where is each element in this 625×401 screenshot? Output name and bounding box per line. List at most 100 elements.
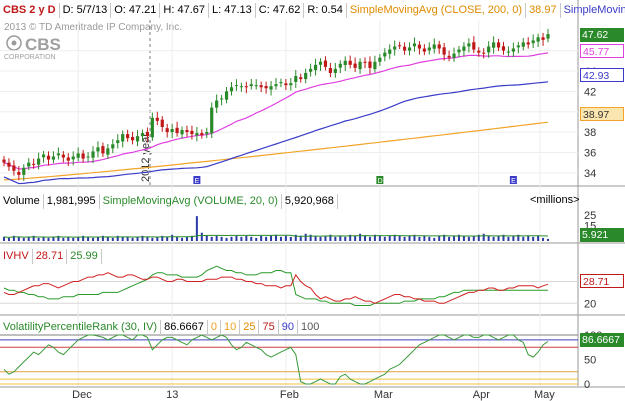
vpr-level-75: 75: [259, 319, 279, 335]
volume-bar: [517, 234, 520, 241]
candle: [393, 40, 397, 56]
volume-bar: [111, 237, 114, 241]
candle: [135, 130, 140, 147]
volume-bar: [492, 236, 495, 241]
vpr-value: 86.6667: [161, 319, 208, 335]
candle: [254, 79, 258, 90]
volume-bar: [284, 235, 287, 241]
candle-body: [511, 48, 515, 52]
volume-bar: [314, 235, 317, 241]
low-readout: L: 47.13: [209, 2, 256, 18]
volume-bar: [106, 236, 109, 241]
volume-bar: [7, 237, 10, 241]
high-readout: H: 47.67: [160, 2, 210, 18]
sma200-value: 38.97: [526, 2, 561, 18]
volume-label[interactable]: Volume: [0, 193, 44, 209]
vpr-tick-0: 0: [584, 379, 590, 391]
price-candles[interactable]: [2, 28, 550, 181]
candle: [215, 94, 219, 114]
volume-bar: [482, 233, 485, 241]
volume-bar: [171, 234, 174, 241]
volume-bar: [17, 236, 20, 241]
x-tick-Dec: Dec: [72, 389, 92, 401]
volume-bar: [329, 234, 332, 241]
volume-bar: [176, 236, 179, 241]
volume-bar: [304, 233, 307, 241]
sma200-label[interactable]: SimpleMovingAvg (CLOSE, 200, 0): [347, 2, 527, 18]
sma-fast-line: [3, 52, 549, 170]
candle: [126, 129, 130, 142]
candle: [140, 129, 145, 142]
volume-bar: [443, 234, 446, 241]
volume-bar: [77, 236, 80, 241]
candle: [185, 125, 189, 137]
price-sma-lines: [3, 52, 549, 185]
sma-mid-tag: 42.93: [580, 68, 624, 82]
x-tick-Apr: Apr: [473, 389, 490, 401]
candle-body: [66, 157, 70, 161]
candle-body: [343, 60, 347, 66]
volume-bar: [22, 237, 25, 241]
candle-body: [46, 155, 51, 160]
date-readout: D: 5/7/13: [60, 2, 112, 18]
volume-bar: [373, 234, 376, 241]
volume-bar: [413, 234, 416, 241]
volume-bar: [255, 237, 258, 241]
candle-body: [422, 48, 426, 52]
candle-body: [111, 144, 115, 149]
candle-body: [313, 64, 318, 71]
x-tick-13: 13: [166, 389, 178, 401]
symbol-label[interactable]: CBS 2 y D: [0, 2, 60, 18]
volume-bar: [210, 236, 213, 241]
candle-body: [32, 163, 36, 165]
candle-body: [393, 46, 397, 50]
volume-bar: [408, 235, 411, 241]
volume-bar: [433, 237, 436, 241]
vpr-label[interactable]: VolatilityPercentileRank (30, IV): [0, 319, 162, 335]
volume-bar: [547, 238, 549, 241]
volume-units: <millions>: [530, 194, 580, 206]
candle: [116, 134, 120, 149]
candle-body: [56, 153, 60, 156]
volume-bar: [235, 235, 238, 241]
volume-sma-label[interactable]: SimpleMovingAvg (VOLUME, 20, 0): [100, 193, 282, 209]
volume-bar: [141, 235, 144, 241]
volume-bar: [67, 236, 70, 241]
candle: [210, 102, 214, 139]
candle-body: [417, 44, 422, 49]
candle: [200, 129, 204, 139]
candle-body: [155, 117, 159, 121]
candle: [299, 73, 303, 83]
sma-overflow-label[interactable]: SimpleMovin...: [563, 3, 625, 16]
volume-bar: [3, 236, 5, 241]
candle: [12, 160, 16, 176]
candle: [496, 38, 501, 52]
candle: [234, 79, 239, 91]
volume-bar: [195, 216, 198, 241]
volume-bar: [359, 233, 362, 241]
candle: [363, 57, 367, 69]
candle-body: [304, 72, 308, 80]
candle-body: [71, 156, 75, 160]
candle: [7, 158, 11, 171]
vpr-level-10: 10: [221, 319, 241, 335]
candle: [309, 63, 313, 77]
candle: [165, 123, 169, 138]
candle: [487, 41, 491, 58]
candle: [71, 151, 75, 166]
volume-bar: [230, 236, 233, 241]
volume-bar: [507, 236, 510, 241]
volume-bar: [487, 235, 490, 241]
candle: [492, 36, 496, 54]
candle: [546, 28, 550, 43]
copyright-text: 2013 © TD Ameritrade IP Company, Inc.: [4, 22, 182, 33]
volume-bar: [428, 236, 431, 241]
candle-body: [536, 37, 540, 42]
ivhv-label[interactable]: IVHV: [0, 248, 33, 264]
candle: [541, 32, 545, 46]
candle: [353, 57, 357, 73]
candle: [516, 41, 520, 54]
candle: [462, 42, 466, 57]
